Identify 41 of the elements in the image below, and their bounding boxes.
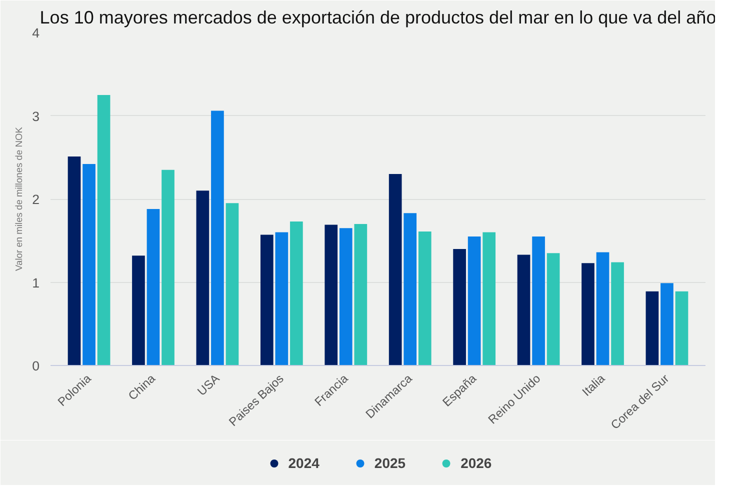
bar (97, 94, 110, 366)
y-tick-label: 0 (32, 358, 40, 374)
bar (132, 256, 145, 366)
bar (546, 253, 560, 366)
bar (611, 262, 624, 366)
bar (260, 234, 274, 366)
bar (68, 156, 81, 366)
bar (339, 228, 352, 366)
bar (226, 203, 239, 366)
bar (290, 221, 303, 366)
bar (196, 190, 210, 366)
legend-label: 2026 (460, 454, 492, 470)
y-tick-label: 3 (32, 108, 40, 124)
bar (453, 248, 466, 366)
bar (582, 263, 594, 366)
legend-label: 2025 (374, 454, 406, 470)
y-tick-label: 1 (32, 275, 40, 290)
bar (354, 224, 368, 366)
bar (596, 252, 610, 366)
bar (675, 291, 688, 366)
bar (660, 283, 674, 366)
bar (388, 174, 402, 366)
bar (162, 170, 174, 366)
bar (482, 232, 496, 366)
bar (404, 213, 417, 366)
x-tick-label: USA (194, 371, 222, 398)
bar (646, 291, 659, 366)
y-tick-label: 2 (32, 192, 40, 207)
y-axis-title: Valor en miles de millones de NOK (14, 126, 24, 271)
legend-label: 2024 (288, 454, 320, 470)
bar (146, 208, 160, 366)
x-tick-label: Italia (579, 371, 608, 399)
bar (275, 232, 288, 366)
bar (468, 236, 481, 366)
y-tick-label: 4 (32, 26, 40, 40)
bar (82, 164, 96, 366)
bar (418, 231, 432, 366)
bar (211, 110, 224, 366)
bar (532, 236, 545, 366)
bar (324, 224, 338, 366)
bar (517, 254, 530, 366)
